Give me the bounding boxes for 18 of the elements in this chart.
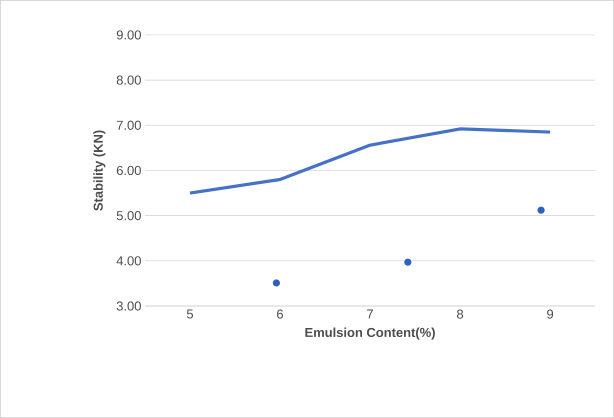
x-tick-label: 6	[277, 310, 284, 319]
line-series	[188, 127, 552, 195]
y-tick-label: 7.00	[116, 120, 141, 130]
y-tick-label: 8.00	[116, 76, 141, 85]
y-tick-label: 3.00	[116, 301, 141, 311]
y-tick-label: 9.00	[116, 30, 141, 40]
y-tick-label: 5.00	[116, 211, 141, 220]
point	[272, 278, 281, 288]
point	[403, 258, 412, 267]
x-tick-label: 7	[367, 310, 373, 318]
y-axis-title: Stability (KN)	[93, 130, 106, 211]
y-tick-label: 4.00	[116, 256, 141, 266]
x-axis-title: Emulsion Content(%)	[305, 328, 435, 340]
x-tick-label: 5	[186, 310, 194, 319]
x-tick-label: 8	[457, 310, 464, 319]
point	[536, 206, 546, 215]
x-tick-label: 9	[547, 310, 554, 319]
y-tick-label: 6.00	[116, 166, 141, 176]
